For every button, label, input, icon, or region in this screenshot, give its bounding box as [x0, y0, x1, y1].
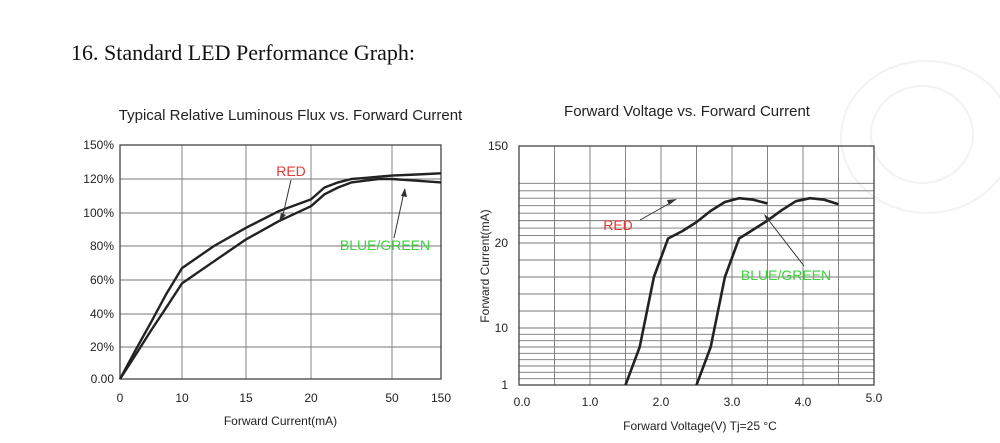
chart2-x-tick-label: 1.0 [582, 395, 599, 409]
chart2-annotation-blue-green: BLUE/GREEN [741, 267, 831, 283]
chart2-annotation-red-arrowhead [667, 199, 677, 205]
chart2-x-tick-label: 5.0 [866, 391, 883, 405]
chart1-y-tick-label: 60% [90, 273, 114, 287]
chart2-annotation-red-arrow [639, 201, 673, 221]
chart2-title: Forward Voltage vs. Forward Current [564, 103, 811, 120]
chart1-y-tick-label: 80% [90, 239, 114, 253]
chart1-x-tick-label: 20 [304, 391, 318, 405]
chart2-series-line-red [624, 196, 768, 386]
page-heading: 16. Standard LED Performance Graph: [71, 40, 415, 65]
chart2-x-tick-label: 3.0 [724, 395, 741, 409]
chart1-y-tick-label: 20% [90, 340, 114, 354]
chart1-annotation-red: RED [276, 163, 306, 179]
chart1-series-line-blue-green [118, 177, 442, 380]
chart2-x-tick-label: 2.0 [653, 395, 670, 409]
chart1-plot-frame [119, 144, 442, 380]
chart1-x-axis-label: Forward Current(mA) [224, 414, 337, 428]
chart2-y-tick-label: 20 [495, 236, 509, 250]
chart1-series-line-red [118, 172, 442, 380]
chart1-annotation-blue-green-arrow [393, 191, 405, 239]
chart2-y-axis-label: Forward Current(mA) [478, 209, 492, 322]
chart2-x-tick-label: 0.0 [514, 395, 531, 409]
chart1-annotation-red-arrow [281, 179, 292, 220]
chart1-annotation-blue-green-arrowhead [401, 188, 407, 197]
chart2-x-tick-label: 4.0 [795, 395, 812, 409]
chart1-title: Typical Relative Luminous Flux vs. Forwa… [119, 107, 463, 124]
chart1-y-tick-label: 100% [83, 206, 114, 220]
chart1-annotation-red-arrowhead [279, 213, 286, 222]
chart1-x-tick-label: 50 [385, 391, 399, 405]
chart2-y-tick-label: 1 [501, 378, 508, 392]
chart1-x-tick-label: 0 [117, 391, 124, 405]
chart1-annotation-blue-green: BLUE/GREEN [340, 237, 430, 253]
chart2-annotation-red: RED [603, 217, 633, 233]
chart2-annotation-blue-green-arrow [766, 217, 805, 267]
chart1-y-tick-label: 40% [90, 307, 114, 321]
chart1-y-tick-label: 150% [83, 138, 114, 152]
chart2-y-tick-label: 150 [488, 139, 508, 153]
chart1-x-tick-label: 10 [175, 391, 189, 405]
background-watermark-inner [870, 85, 974, 184]
chart1-y-tick-label: 0.00 [91, 372, 115, 386]
chart2-y-tick-label: 10 [495, 321, 509, 335]
chart2-annotation-blue-green-arrowhead [764, 214, 771, 222]
chart1-y-tick-label: 120% [83, 172, 114, 186]
chart2-x-axis-label: Forward Voltage(V) Tj=25 °C [623, 419, 777, 433]
chart1-x-tick-label: 150 [431, 391, 451, 405]
background-watermark [840, 60, 1000, 214]
chart1-x-tick-label: 15 [239, 391, 253, 405]
